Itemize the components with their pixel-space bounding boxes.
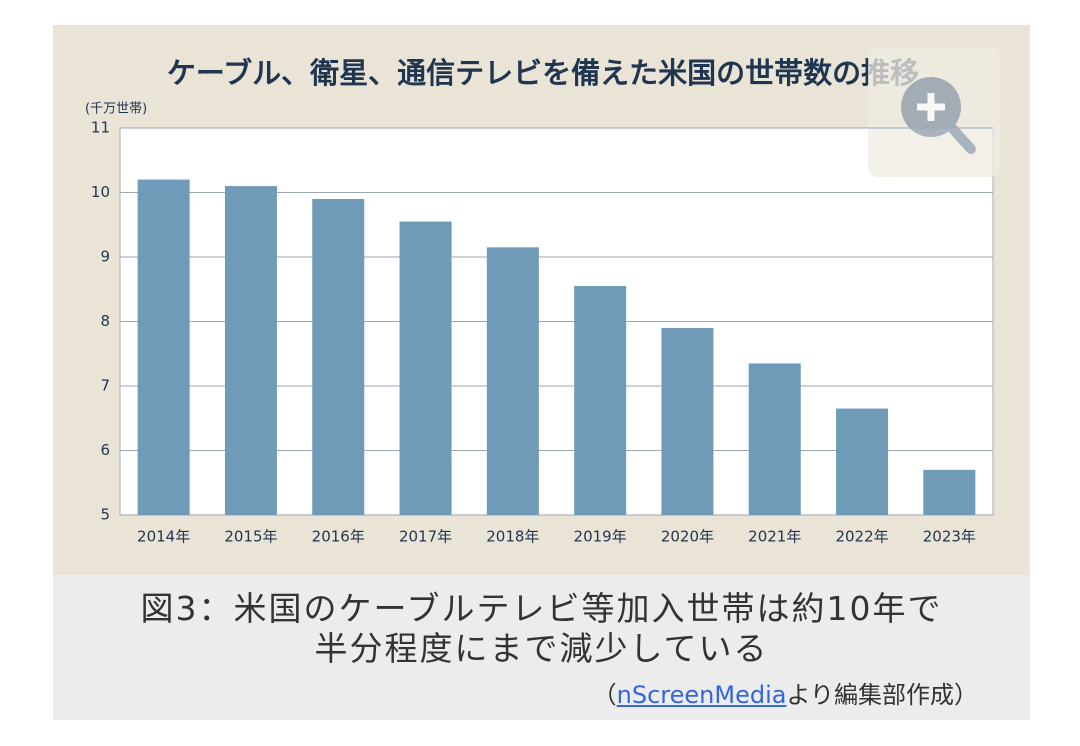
- x-tick-label: 2019年: [574, 528, 627, 546]
- bar: [486, 247, 539, 515]
- x-tick-label: 2016年: [312, 528, 365, 546]
- chart: ケーブル、衛星、通信テレビを備えた米国の世帯数の推移 (千万世帯) 5 6 7 8 9 1…: [53, 25, 1030, 575]
- x-tick-label: 2014年: [137, 528, 190, 546]
- x-tick-label: 2018年: [486, 528, 539, 546]
- y-axis-label: (千万世帯): [85, 102, 147, 117]
- bar: [312, 198, 365, 515]
- caption: 図3：米国のケーブルテレビ等加入世帯は約10年で 半分程度にまで減少している （…: [53, 575, 1030, 720]
- x-tick-label: 2023年: [923, 528, 976, 546]
- x-tick-label: 2020年: [661, 528, 714, 546]
- source-text: より編集部作成）: [786, 681, 978, 709]
- source-link[interactable]: nScreenMedia: [616, 681, 787, 709]
- y-tick-label: 11: [91, 119, 110, 137]
- y-tick-label: 10: [91, 183, 110, 201]
- source: （nScreenMediaより編集部作成）: [593, 675, 978, 710]
- bar: [574, 286, 627, 515]
- x-tick-label: 2022年: [835, 528, 888, 546]
- zoom-icon[interactable]: [868, 47, 1000, 177]
- caption-line: 図3：米国のケーブルテレビ等加入世帯は約10年で: [140, 589, 943, 628]
- y-tick-label: 8: [100, 312, 110, 330]
- x-tick-label: 2017年: [399, 528, 452, 546]
- bar: [748, 363, 801, 515]
- caption-line: 半分程度にまで減少している: [314, 629, 769, 668]
- bar: [923, 469, 976, 515]
- bar: [137, 179, 190, 515]
- x-tick-label: 2021年: [748, 528, 801, 546]
- bar: [224, 186, 277, 516]
- y-tick-label: 7: [100, 377, 110, 395]
- bar: [399, 221, 452, 515]
- bar: [836, 408, 889, 515]
- bar: [661, 327, 714, 515]
- chart-title: ケーブル、衛星、通信テレビを備えた米国の世帯数の推移: [167, 56, 919, 90]
- y-tick-label: 6: [100, 441, 110, 459]
- x-tick-label: 2015年: [224, 528, 277, 546]
- y-tick-label: 9: [100, 248, 110, 266]
- y-tick-label: 5: [100, 506, 110, 524]
- source-text: （: [592, 681, 617, 709]
